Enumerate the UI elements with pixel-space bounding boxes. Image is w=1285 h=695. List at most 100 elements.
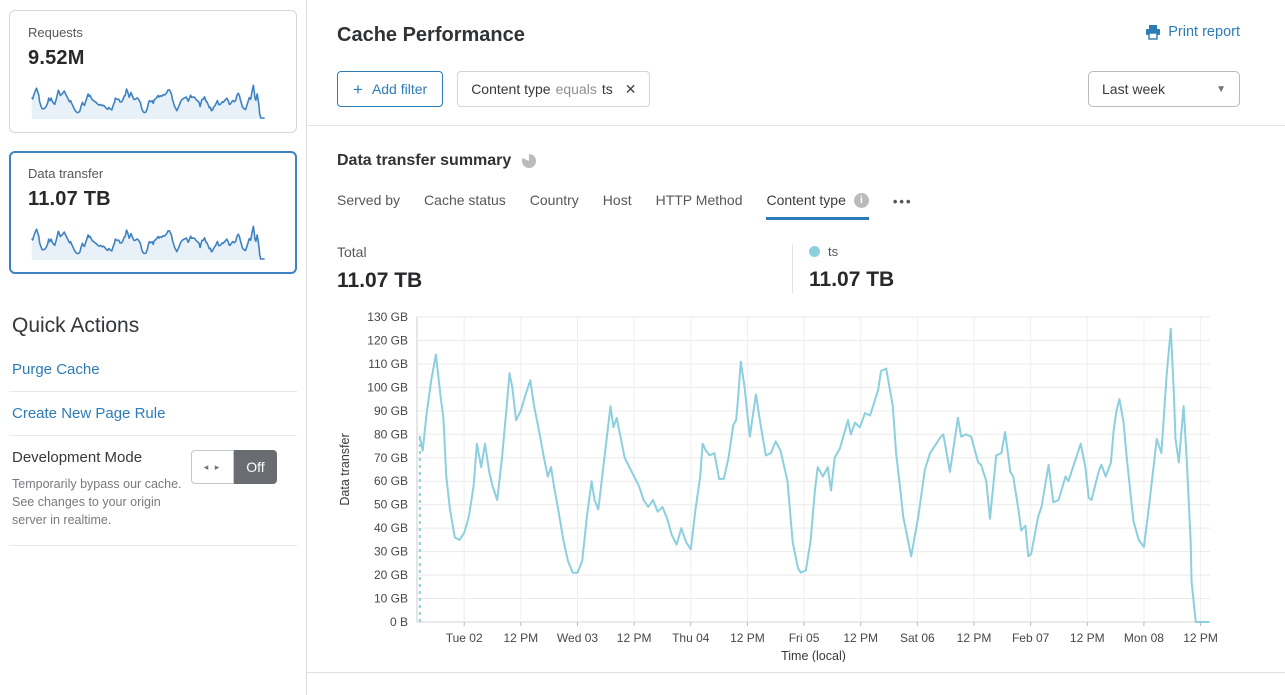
tab-host[interactable]: Host [603,192,632,220]
tab-served-by[interactable]: Served by [337,192,400,220]
svg-text:50 GB: 50 GB [374,498,408,512]
svg-text:80 GB: 80 GB [374,427,408,441]
purge-cache-link[interactable]: Purge Cache [9,348,297,392]
summary-tabs: Served by Cache status Country Host HTTP Met… [337,192,1285,220]
svg-text:120 GB: 120 GB [367,333,408,347]
main-header: Cache Performance Print report + Add fil… [307,0,1285,126]
svg-text:110 GB: 110 GB [368,357,408,371]
svg-text:20 GB: 20 GB [374,568,408,582]
tab-label: Host [602,192,632,208]
svg-text:12 PM: 12 PM [504,631,539,645]
section-divider [307,672,1285,673]
svg-text:12 PM: 12 PM [843,631,878,645]
y-grid-and-labels: 0 B 10 GB 20 GB 30 GB 40 GB 50 GB 60 GB 70 GB 80… [367,310,1210,629]
toggle-off-label: Off [234,450,277,484]
ts-series-line [418,327,1210,623]
total-label: Total [337,244,367,260]
data-transfer-card-value: 11.07 TB [28,188,111,210]
data-transfer-sparkline-chart [31,225,265,260]
summary-title: Data transfer summary [337,152,512,169]
filter-chip-value: ts [601,81,613,97]
tab-content-type[interactable]: Content type i [766,192,869,220]
svg-text:12 PM: 12 PM [617,631,652,645]
tab-label: Content type [766,192,846,208]
tab-http-method[interactable]: HTTP Method [656,192,743,220]
svg-text:10 GB: 10 GB [374,592,408,606]
svg-text:Thu 04: Thu 04 [672,631,710,645]
y-axis-title: Data transfer [338,433,352,505]
svg-text:130 GB: 130 GB [367,310,408,324]
page-title: Cache Performance [337,24,525,46]
requests-sparkline-chart [31,84,265,119]
totals-divider [792,244,793,293]
svg-text:12 PM: 12 PM [1070,631,1105,645]
main-content: Cache Performance Print report + Add fil… [307,0,1285,695]
x-axis-title: Time (local) [781,649,846,662]
requests-card-value: 9.52M [28,47,85,69]
series-legend-block: ts 11.07 TB [793,244,894,293]
svg-text:0 B: 0 B [390,615,408,629]
total-value: 11.07 TB [337,269,423,292]
tab-label: HTTP Method [655,192,743,208]
data-transfer-summary-section: Data transfer summary Served by Cache sta… [307,126,1285,662]
requests-metric-card[interactable]: Requests 9.52M [9,10,297,133]
totals-row: Total 11.07 TB ts 11.07 TB [337,244,1285,293]
print-report-link[interactable]: Print report [1145,24,1240,40]
info-icon[interactable]: i [853,192,869,208]
development-mode-section: Development Mode Temporarily bypass our … [9,436,297,547]
add-filter-button[interactable]: + Add filter [337,71,444,107]
pie-chart-icon [522,153,537,168]
printer-icon [1146,25,1161,40]
filter-chip-content-type[interactable]: Content type equals ts ✕ [457,71,651,107]
svg-text:60 GB: 60 GB [374,474,408,488]
time-range-dropdown[interactable]: Last week ▼ [1088,71,1240,107]
print-report-label: Print report [1168,24,1240,40]
sparkline-line [31,84,265,119]
development-mode-description: Temporarily bypass our cache. See change… [12,477,182,528]
tab-label: Cache status [424,192,506,208]
create-page-rule-link[interactable]: Create New Page Rule [9,392,297,436]
total-block: Total 11.07 TB [337,244,792,293]
tab-label: Served by [337,192,401,208]
data-transfer-card-label: Data transfer [28,166,104,181]
toggle-arrows-icon: ◂ ▸ [191,450,234,484]
data-transfer-metric-card[interactable]: Data transfer 11.07 TB [9,151,297,274]
more-tabs-icon[interactable]: ••• [892,194,913,209]
quick-actions-title: Quick Actions [12,314,140,337]
svg-text:70 GB: 70 GB [374,451,408,465]
svg-text:12 PM: 12 PM [730,631,765,645]
requests-card-label: Requests [28,25,83,40]
tab-label: Country [529,192,579,208]
sidebar: Requests 9.52M Data transfer 11.07 TB Qu… [0,0,307,695]
svg-text:Feb 07: Feb 07 [1012,631,1050,645]
plus-icon: + [353,79,363,99]
svg-text:40 GB: 40 GB [374,521,408,535]
x-grid-and-labels: Tue 02 12 PM Wed 03 12 PM Thu 04 12 PM Fri 05 1… [446,317,1217,645]
data-transfer-line-chart: 0 B 10 GB 20 GB 30 GB 40 GB 50 GB 60 GB 70 GB 80… [338,310,1217,662]
sparkline-line [31,225,265,260]
svg-text:Mon 08: Mon 08 [1124,631,1164,645]
remove-filter-icon[interactable]: ✕ [624,81,637,97]
tab-country[interactable]: Country [530,192,579,220]
ts-legend-label: ts [828,244,839,259]
filter-chip-field: Content type [471,81,551,97]
sparkline-area [31,226,265,260]
ts-series-value: 11.07 TB [809,268,895,291]
development-mode-title: Development Mode [12,449,143,466]
svg-text:Sat 06: Sat 06 [900,631,935,645]
filter-chip-operator: equals [555,81,597,97]
svg-text:Tue 02: Tue 02 [446,631,483,645]
add-filter-label: Add filter [371,81,428,97]
svg-text:12 PM: 12 PM [1183,631,1217,645]
tab-cache-status[interactable]: Cache status [424,192,506,220]
ts-legend-dot-icon [809,246,820,257]
svg-text:30 GB: 30 GB [374,545,408,559]
svg-text:100 GB: 100 GB [367,380,408,394]
chevron-down-icon: ▼ [1216,83,1226,95]
svg-text:12 PM: 12 PM [957,631,992,645]
development-mode-toggle[interactable]: ◂ ▸ Off [191,450,277,484]
svg-text:90 GB: 90 GB [374,404,408,418]
sparkline-area [31,85,265,119]
svg-text:Fri 05: Fri 05 [789,631,820,645]
